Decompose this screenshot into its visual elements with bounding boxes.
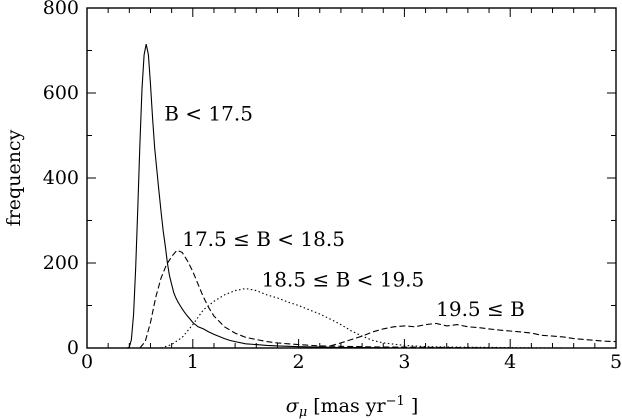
series-line-4 [330,322,617,347]
series-annotation-1: B < 17.5 [164,102,253,126]
x-axis-title: σμ [mas yr−1 ] [286,394,418,420]
x-tick-label: 4 [504,351,516,373]
y-tick-label: 0 [67,337,79,359]
y-tick-label: 400 [43,167,79,189]
y-tick-label: 200 [43,252,79,274]
x-tick-label: 0 [81,351,93,373]
y-axis-title: frequency [3,129,25,226]
series-line-2 [139,249,616,349]
axis-ticks [86,7,617,349]
series-annotation-3: 18.5 ≤ B < 19.5 [262,267,425,291]
x-tick-label: 2 [293,351,305,373]
x-tick-label: 3 [398,351,410,373]
series-line-1 [126,43,616,349]
tick-labels: 0 1 2 3 4 5 0 200 400 600 800 [43,0,622,373]
series-annotation-2: 17.5 ≤ B < 18.5 [182,227,345,251]
y-tick-label: 800 [43,0,79,19]
series-annotation-4: 19.5 ≤ B [436,297,525,321]
series-line-3 [160,287,616,349]
y-tick-label: 600 [43,82,79,104]
series-layer [126,43,617,349]
x-tick-label: 5 [610,351,622,373]
annotations: B < 17.5 17.5 ≤ B < 18.5 18.5 ≤ B < 19.5 19… [164,102,525,322]
x-tick-label: 1 [187,351,199,373]
plot-frame [86,7,617,349]
